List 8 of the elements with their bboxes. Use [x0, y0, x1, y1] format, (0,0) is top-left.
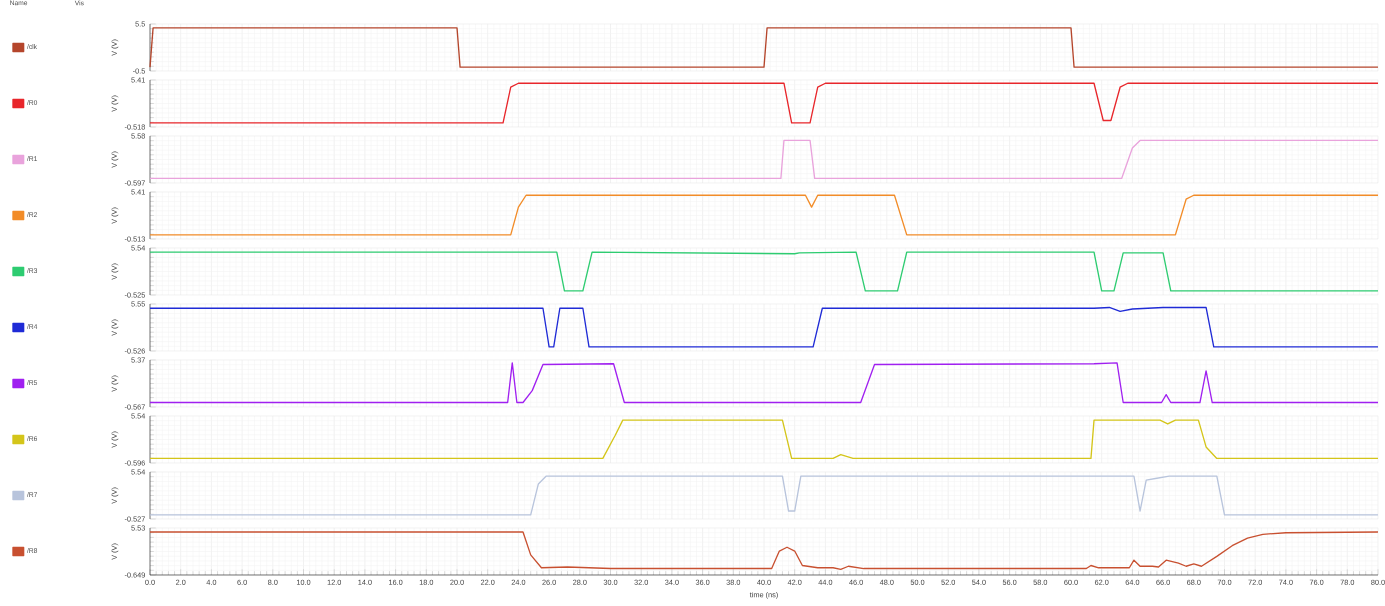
line-series: [149, 251, 1379, 292]
line-series: [149, 475, 1379, 516]
line-series: [149, 419, 1379, 460]
line-series: [149, 362, 1379, 404]
line-series: [149, 82, 1379, 124]
line-series: [149, 531, 1379, 570]
line-series: [149, 194, 1379, 236]
line-series: [149, 306, 1379, 348]
